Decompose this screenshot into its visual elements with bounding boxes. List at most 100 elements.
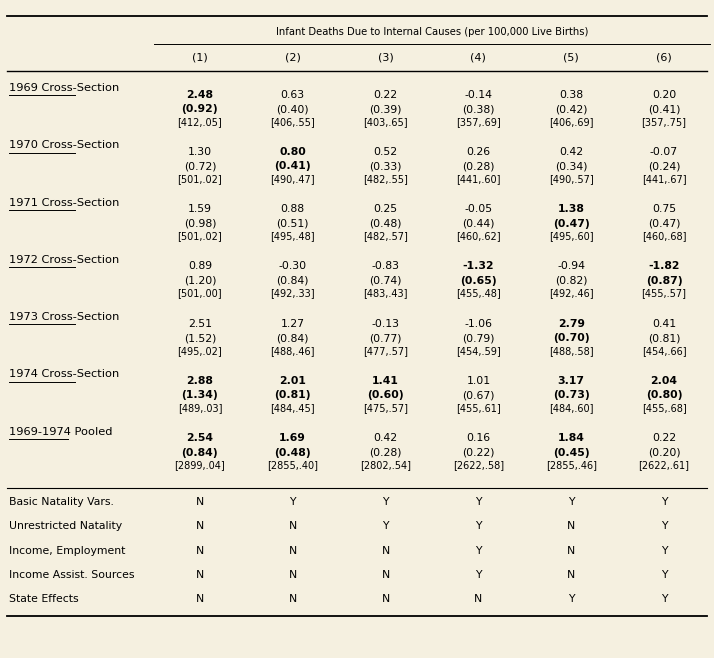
Text: 0.22: 0.22: [373, 89, 398, 100]
Text: (0.84): (0.84): [181, 447, 218, 458]
Text: [2855,.46]: [2855,.46]: [545, 460, 597, 470]
Text: [484,.60]: [484,.60]: [549, 403, 593, 413]
Text: Unrestricted Natality: Unrestricted Natality: [9, 521, 122, 532]
Text: Y: Y: [660, 521, 668, 532]
Text: -0.94: -0.94: [557, 261, 585, 272]
Text: [488,.46]: [488,.46]: [271, 345, 315, 356]
Text: [455,.48]: [455,.48]: [456, 288, 501, 299]
Text: 1969-1974 Pooled: 1969-1974 Pooled: [9, 426, 113, 437]
Text: (0.77): (0.77): [369, 333, 402, 343]
Text: N: N: [474, 594, 483, 605]
Text: 2.54: 2.54: [186, 433, 213, 443]
Text: Y: Y: [475, 570, 482, 580]
Text: (0.28): (0.28): [369, 447, 402, 458]
Text: (1.52): (1.52): [183, 333, 216, 343]
Text: N: N: [288, 521, 297, 532]
Text: Y: Y: [475, 545, 482, 556]
Text: 1969 Cross-Section: 1969 Cross-Section: [9, 83, 119, 93]
Text: 0.80: 0.80: [279, 147, 306, 157]
Text: (0.98): (0.98): [183, 218, 216, 229]
Text: 1.30: 1.30: [188, 147, 212, 157]
Text: (0.74): (0.74): [369, 276, 402, 286]
Text: [482,.57]: [482,.57]: [363, 231, 408, 241]
Text: (0.48): (0.48): [274, 447, 311, 458]
Text: (0.47): (0.47): [553, 218, 590, 229]
Text: 2.01: 2.01: [279, 376, 306, 386]
Text: (0.39): (0.39): [369, 104, 402, 114]
Text: [495,.48]: [495,.48]: [271, 231, 315, 241]
Text: (0.45): (0.45): [553, 447, 590, 458]
Text: 1973 Cross-Section: 1973 Cross-Section: [9, 312, 120, 322]
Text: [454,.66]: [454,.66]: [642, 345, 686, 356]
Text: [454,.59]: [454,.59]: [456, 345, 501, 356]
Text: Income Assist. Sources: Income Assist. Sources: [9, 570, 135, 580]
Text: (0.40): (0.40): [276, 104, 309, 114]
Text: N: N: [196, 497, 204, 507]
Text: (1.20): (1.20): [183, 276, 216, 286]
Text: 0.42: 0.42: [559, 147, 583, 157]
Text: Y: Y: [660, 570, 668, 580]
Text: (0.67): (0.67): [462, 390, 495, 401]
Text: State Effects: State Effects: [9, 594, 79, 605]
Text: [460,.62]: [460,.62]: [456, 231, 501, 241]
Text: -1.82: -1.82: [648, 261, 680, 272]
Text: N: N: [381, 570, 390, 580]
Text: [2622,.61]: [2622,.61]: [638, 460, 690, 470]
Text: N: N: [196, 594, 204, 605]
Text: [501,.02]: [501,.02]: [178, 231, 222, 241]
Text: (0.70): (0.70): [553, 333, 590, 343]
Text: Y: Y: [382, 521, 389, 532]
Text: (0.41): (0.41): [274, 161, 311, 172]
Text: [501,.02]: [501,.02]: [178, 174, 222, 184]
Text: (0.60): (0.60): [367, 390, 404, 401]
Text: [490,.57]: [490,.57]: [549, 174, 593, 184]
Text: 0.42: 0.42: [373, 433, 398, 443]
Text: 0.52: 0.52: [373, 147, 398, 157]
Text: -1.32: -1.32: [463, 261, 494, 272]
Text: 2.88: 2.88: [186, 376, 213, 386]
Text: Y: Y: [568, 497, 575, 507]
Text: (4): (4): [471, 53, 486, 63]
Text: [455,.57]: [455,.57]: [641, 288, 687, 299]
Text: 1972 Cross-Section: 1972 Cross-Section: [9, 255, 119, 265]
Text: (0.65): (0.65): [460, 276, 497, 286]
Text: 0.89: 0.89: [188, 261, 212, 272]
Text: [488,.58]: [488,.58]: [549, 345, 593, 356]
Text: [455,.68]: [455,.68]: [642, 403, 686, 413]
Text: 1.69: 1.69: [279, 433, 306, 443]
Text: Infant Deaths Due to Internal Causes (per 100,000 Live Births): Infant Deaths Due to Internal Causes (pe…: [276, 26, 588, 37]
Text: (0.24): (0.24): [648, 161, 680, 172]
Text: (0.42): (0.42): [555, 104, 588, 114]
Text: (0.44): (0.44): [462, 218, 495, 229]
Text: 0.26: 0.26: [466, 147, 491, 157]
Text: (0.84): (0.84): [276, 276, 309, 286]
Text: Y: Y: [289, 497, 296, 507]
Text: 0.88: 0.88: [281, 204, 305, 215]
Text: N: N: [288, 594, 297, 605]
Text: -0.30: -0.30: [278, 261, 307, 272]
Text: N: N: [196, 545, 204, 556]
Text: 0.38: 0.38: [559, 89, 583, 100]
Text: N: N: [288, 570, 297, 580]
Text: (0.20): (0.20): [648, 447, 680, 458]
Text: [403,.65]: [403,.65]: [363, 116, 408, 127]
Text: N: N: [196, 521, 204, 532]
Text: (0.48): (0.48): [369, 218, 402, 229]
Text: 0.20: 0.20: [652, 89, 676, 100]
Text: [412,.05]: [412,.05]: [178, 116, 222, 127]
Text: -1.06: -1.06: [464, 318, 493, 329]
Text: Y: Y: [475, 497, 482, 507]
Text: 2.04: 2.04: [650, 376, 678, 386]
Text: N: N: [567, 521, 575, 532]
Text: Y: Y: [475, 521, 482, 532]
Text: [406,.55]: [406,.55]: [271, 116, 315, 127]
Text: 1.27: 1.27: [281, 318, 305, 329]
Text: [492,.46]: [492,.46]: [549, 288, 593, 299]
Text: 2.79: 2.79: [558, 318, 585, 329]
Text: N: N: [196, 570, 204, 580]
Text: [2855,.40]: [2855,.40]: [267, 460, 318, 470]
Text: (0.47): (0.47): [648, 218, 680, 229]
Text: 0.25: 0.25: [373, 204, 398, 215]
Text: 1974 Cross-Section: 1974 Cross-Section: [9, 369, 119, 380]
Text: (0.73): (0.73): [553, 390, 590, 401]
